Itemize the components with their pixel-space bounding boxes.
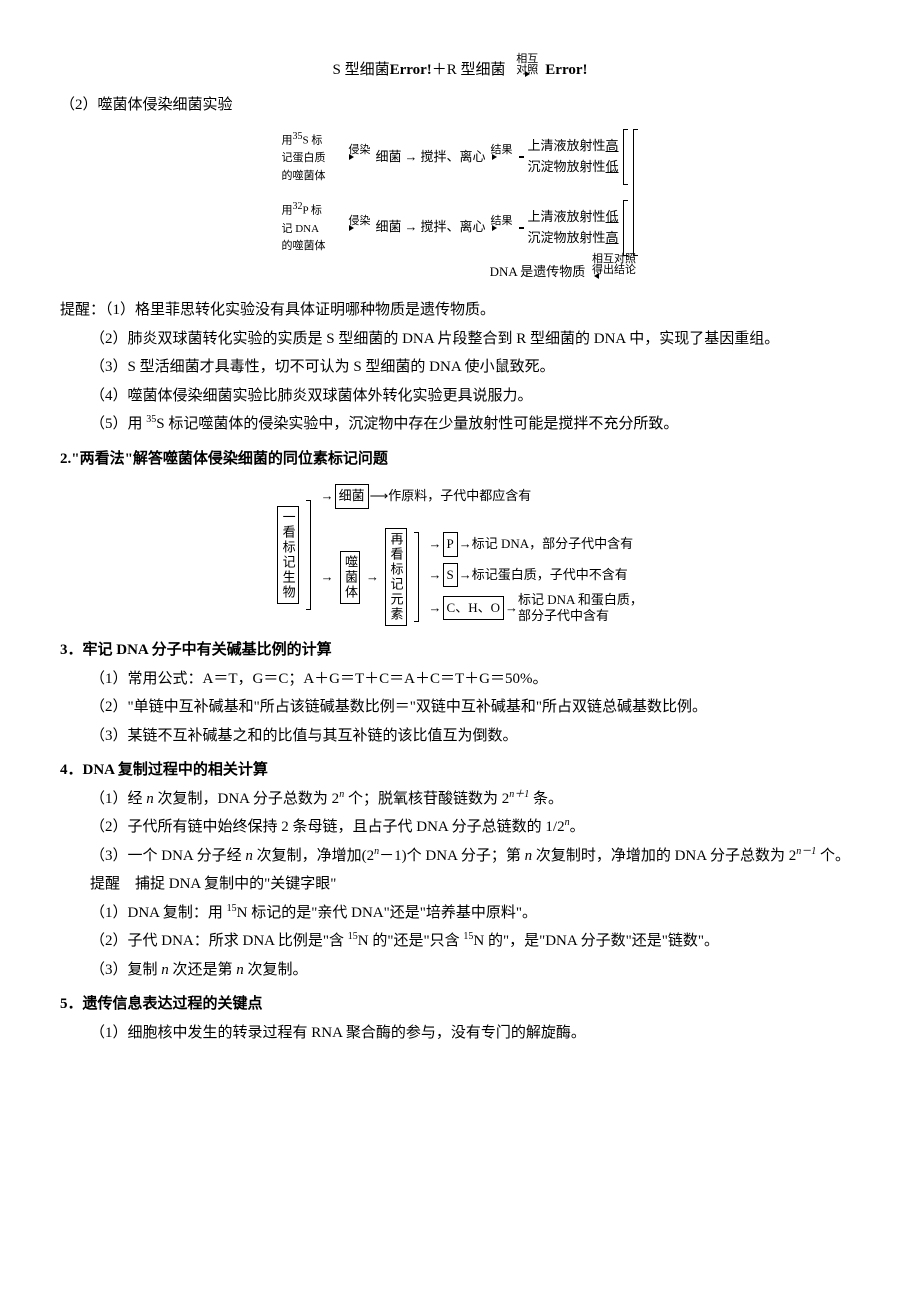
section-5-title: 5．遗传信息表达过程的关键点: [60, 990, 860, 1019]
s5-1: （1）细胞核中发生的转录过程有 RNA 聚合酶的参与，没有专门的解旋酶。: [60, 1019, 860, 1048]
reaction-left: S 型细菌: [332, 62, 389, 78]
section-4-title: 4．DNA 复制过程中的相关计算: [60, 756, 860, 785]
diagram-2: 一看标记生物 →细菌⟶作原料，子代中都应含有 → 噬菌体 → 再看标记元素 →P…: [60, 483, 860, 626]
s4-r1: （1）DNA 复制：用 15N 标记的是"亲代 DNA"还是"培养基中原料"。: [60, 899, 860, 928]
s3-1: （1）常用公式：A＝T，G＝C；A＋G＝T＋C＝A＋C＝T＋G＝50%。: [60, 665, 860, 694]
reminder-2: （2）肺炎双球菌转化实验的实质是 S 型细菌的 DNA 片段整合到 R 型细菌的…: [60, 325, 860, 354]
reminder-4: （4）噬菌体侵染细菌实验比肺炎双球菌体外转化实验更具说服力。: [60, 382, 860, 411]
top-reaction: S 型细菌Error!＋R 型细菌 相互对照 Error!: [60, 56, 860, 85]
heading-2: （2）噬菌体侵染细菌实验: [60, 91, 860, 120]
s3-3: （3）某链不互补碱基之和的比值与其互补链的该比值互为倒数。: [60, 722, 860, 751]
s4-reminder: 提醒 捕捉 DNA 复制中的"关键字眼": [60, 870, 860, 899]
s4-3: （3）一个 DNA 分子经 n 次复制，净增加(2n－1)个 DNA 分子；第 …: [60, 842, 860, 871]
s4-r2: （2）子代 DNA：所求 DNA 比例是"含 15N 的"还是"只含 15N 的…: [60, 927, 860, 956]
reminder-1: 提醒：（1）格里菲思转化实验没有具体证明哪种物质是遗传物质。: [60, 296, 860, 325]
s4-1: （1）经 n 次复制，DNA 分子总数为 2n 个；脱氧核苷酸链数为 2n＋1 …: [60, 785, 860, 814]
section-3-title: 3．牢记 DNA 分子中有关碱基比例的计算: [60, 636, 860, 665]
s3-2: （2）"单链中互补碱基和"所占该链碱基数比例＝"双链中互补碱基和"所占双链总碱基…: [60, 693, 860, 722]
diagram-1: 用35S 标 记蛋白质 的噬菌体 侵染 细菌→搅拌、离心 结果 上清液放射性高 …: [60, 129, 860, 286]
reminder-3: （3）S 型活细菌才具毒性，切不可认为 S 型细菌的 DNA 使小鼠致死。: [60, 353, 860, 382]
reminder-5: （5）用 35S 标记噬菌体的侵染实验中，沉淀物中存在少量放射性可能是搅拌不充分…: [60, 410, 860, 439]
section-2-title: 2."两看法"解答噬菌体侵染细菌的同位素标记问题: [60, 445, 860, 474]
s4-r3: （3）复制 n 次还是第 n 次复制。: [60, 956, 860, 985]
s4-2: （2）子代所有链中始终保持 2 条母链，且占子代 DNA 分子总链数的 1/2n…: [60, 813, 860, 842]
